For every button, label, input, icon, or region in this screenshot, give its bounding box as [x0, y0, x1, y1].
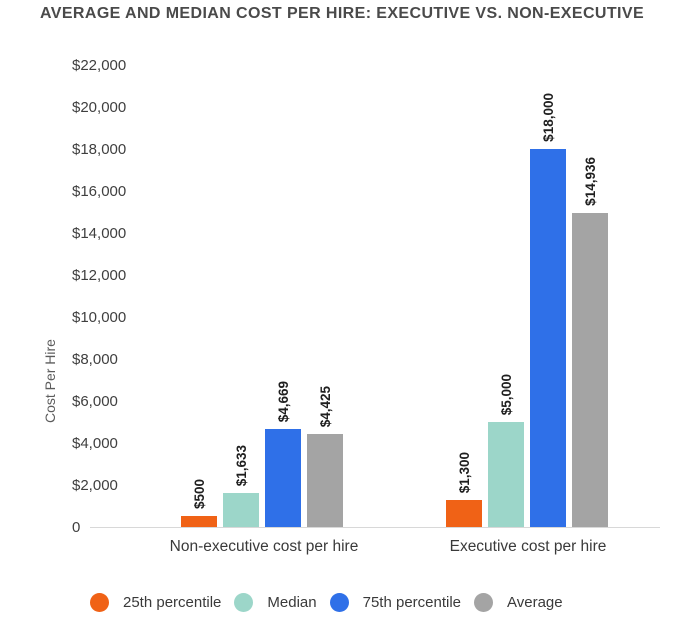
legend-swatch-icon [329, 593, 349, 612]
legend-label: 25th percentile [123, 594, 222, 611]
y-axis-title: Cost Per Hire [42, 339, 58, 424]
bar [265, 429, 301, 527]
y-tick-label: $6,000 [72, 393, 118, 410]
plot-area: $500 $1,633 $4,669 $4,425 $1,300 $5,000 $18,00… [90, 66, 660, 528]
bar [446, 500, 482, 527]
legend-label: 75th percentile [362, 594, 462, 611]
bar-value-label: $18,000 [540, 93, 556, 142]
legend: 25th percentile Median 75th percentile Aver… [90, 593, 563, 612]
y-tick-label: 0 [72, 519, 81, 536]
legend-swatch-icon [474, 593, 494, 612]
bar-value-label: $1,300 [456, 451, 472, 493]
bar-value-label: $4,425 [317, 385, 333, 427]
bar-value-label: $1,633 [233, 444, 249, 486]
bar [572, 213, 608, 527]
chart-title: AVERAGE AND MEDIAN COST PER HIRE: EXECUT… [40, 5, 645, 22]
bar [488, 422, 524, 527]
y-tick-label: $4,000 [72, 435, 118, 452]
legend-swatch-icon [234, 593, 254, 612]
legend-label: Median [267, 594, 317, 611]
bar-value-label: $500 [191, 478, 207, 509]
y-tick-label: $16,000 [72, 183, 127, 200]
y-tick-label: $22,000 [72, 57, 127, 74]
bar-value-label: $14,936 [582, 157, 598, 206]
legend-item: Average [474, 593, 563, 612]
legend-swatch-icon [90, 593, 109, 612]
y-tick-label: $2,000 [72, 477, 118, 494]
bar-value-label: $5,000 [498, 373, 514, 415]
legend-item: 75th percentile [329, 593, 462, 612]
y-tick-label: $14,000 [72, 225, 127, 242]
bar [530, 149, 566, 527]
y-tick-label: $12,000 [72, 267, 127, 284]
bar-value-label: $4,669 [275, 380, 291, 422]
y-tick-label: $10,000 [72, 309, 127, 326]
y-tick-label: $20,000 [72, 99, 127, 116]
bar [307, 434, 343, 527]
legend-label: Average [507, 594, 563, 611]
bar [181, 516, 217, 527]
y-tick-label: $8,000 [72, 351, 118, 368]
x-category-label-executive: Executive cost per hire [449, 538, 607, 555]
bar [223, 493, 259, 527]
x-category-label-non-executive: Non-executive cost per hire [169, 538, 359, 555]
y-tick-label: $18,000 [72, 141, 127, 158]
legend-item: 25th percentile [90, 593, 221, 612]
legend-item: Median [234, 593, 317, 612]
